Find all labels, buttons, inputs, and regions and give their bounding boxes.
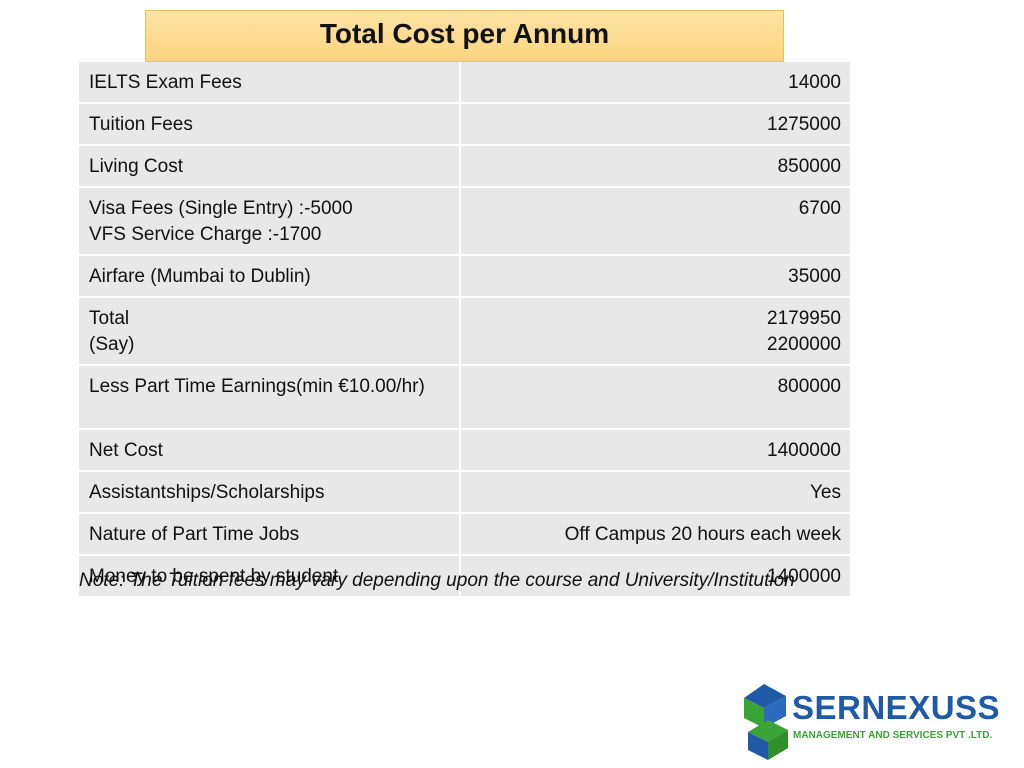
row-label-line: (Say)	[89, 334, 135, 355]
table-row: Nature of Part Time Jobs Off Campus 20 ho…	[79, 514, 850, 556]
row-value: 35000	[461, 256, 850, 298]
logo-name: SERNEXUSS	[792, 689, 1001, 726]
row-value-line: Yes	[810, 482, 841, 503]
row-label-line: Airfare (Mumbai to Dublin)	[89, 266, 311, 287]
cost-table-body: IELTS Exam Fees 14000 Tuition Fees 1275000 L…	[79, 62, 850, 598]
row-value: 1400000	[461, 556, 850, 598]
page-title: Total Cost per Annum	[319, 18, 610, 49]
row-value-line: 2179950	[767, 308, 841, 329]
row-label: IELTS Exam Fees	[79, 62, 461, 104]
row-value: 800000	[461, 366, 850, 430]
row-label-line: VFS Service Charge :-1700	[89, 224, 322, 245]
row-value: 2179950 2200000	[461, 298, 850, 366]
row-label: Tuition Fees	[79, 104, 461, 146]
company-logo: SERNEXUSS MANAGEMENT AND SERVICES PVT .L…	[742, 680, 1012, 762]
row-label-line: IELTS Exam Fees	[89, 72, 242, 93]
table-row: Money to be spent by student 1400000	[79, 556, 850, 598]
row-label: Nature of Part Time Jobs	[79, 514, 461, 556]
table-row: Total (Say) 2179950 2200000	[79, 298, 850, 366]
row-label: Living Cost	[79, 146, 461, 188]
row-value-line: 6700	[798, 198, 841, 219]
table-row: Airfare (Mumbai to Dublin) 35000	[79, 256, 850, 298]
row-label: Airfare (Mumbai to Dublin)	[79, 256, 461, 298]
row-value-line: 1400000	[767, 440, 841, 461]
row-value-line: 1400000	[767, 566, 841, 587]
row-label-line: Net Cost	[89, 440, 163, 461]
row-label-line: Visa Fees (Single Entry) :-5000	[89, 198, 353, 219]
cost-table: IELTS Exam Fees 14000 Tuition Fees 1275000 L…	[79, 62, 850, 598]
row-value: 850000	[461, 146, 850, 188]
table-row: Less Part Time Earnings(min €10.00/hr) 80…	[79, 366, 850, 430]
row-value: 14000	[461, 62, 850, 104]
row-label-line: Total	[89, 308, 130, 329]
table-row: IELTS Exam Fees 14000	[79, 62, 850, 104]
row-value-line: 800000	[777, 376, 841, 397]
footnote: Note: The Tuition fees may vary dependin…	[79, 570, 795, 591]
row-label: Less Part Time Earnings(min €10.00/hr)	[79, 366, 461, 430]
row-value-line: 850000	[777, 156, 841, 177]
title-banner: Total Cost per Annum	[145, 10, 784, 62]
table-row: Living Cost 850000	[79, 146, 850, 188]
table-row: Assistantships/Scholarships Yes	[79, 472, 850, 514]
row-label-line: Nature of Part Time Jobs	[89, 524, 300, 545]
row-value: 1275000	[461, 104, 850, 146]
row-label-line: Assistantships/Scholarships	[89, 482, 325, 503]
row-label: Total (Say)	[79, 298, 461, 366]
row-value-line: 2200000	[767, 334, 841, 355]
row-label-line: Tuition Fees	[89, 114, 193, 135]
row-value: 1400000	[461, 430, 850, 472]
row-value-line: 1275000	[767, 114, 841, 135]
row-value-line: 14000	[788, 72, 841, 93]
row-value: Yes	[461, 472, 850, 514]
row-label-line: Living Cost	[89, 156, 183, 177]
row-label-line: Money to be spent by student	[89, 566, 339, 587]
row-label: Assistantships/Scholarships	[79, 472, 461, 514]
table-row: Tuition Fees 1275000	[79, 104, 850, 146]
row-value: Off Campus 20 hours each week	[461, 514, 850, 556]
row-label: Visa Fees (Single Entry) :-5000 VFS Servi…	[79, 188, 461, 256]
logo-mark-icon	[744, 684, 788, 760]
row-label: Net Cost	[79, 430, 461, 472]
table-row: Net Cost 1400000	[79, 430, 850, 472]
table-row: Visa Fees (Single Entry) :-5000 VFS Servi…	[79, 188, 850, 256]
row-label-line: Less Part Time Earnings(min €10.00/hr)	[89, 376, 425, 397]
row-value-line: 35000	[788, 266, 841, 287]
row-value-line: Off Campus 20 hours each week	[564, 524, 841, 545]
row-label: Money to be spent by student	[79, 556, 461, 598]
logo-subtitle: MANAGEMENT AND SERVICES PVT .LTD.	[793, 730, 993, 741]
row-value: 6700	[461, 188, 850, 256]
